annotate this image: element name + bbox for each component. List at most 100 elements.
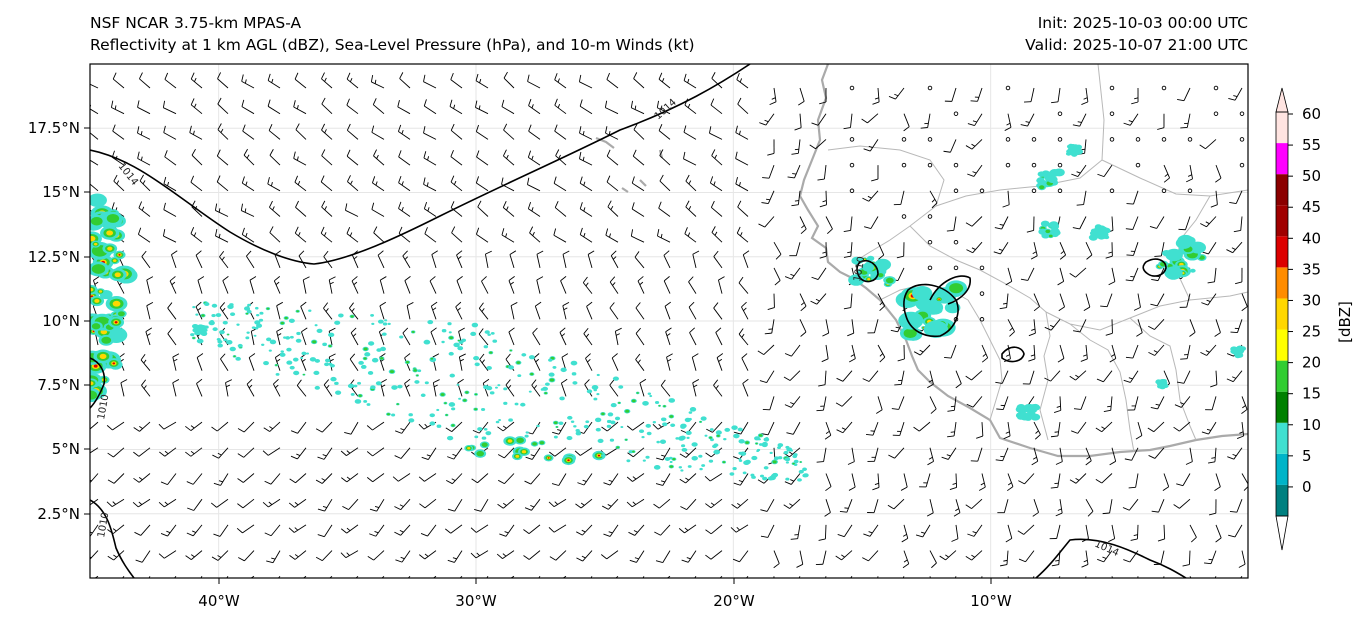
barb-flag: [816, 461, 824, 463]
refl-mid: [350, 315, 354, 318]
refl-outer: [244, 306, 251, 311]
wind-barb: [639, 378, 647, 397]
refl-storm-cell: [1027, 404, 1033, 408]
wind-barb: [574, 447, 593, 456]
barb-flag: [575, 503, 582, 509]
wind-barb: [320, 175, 333, 192]
barb-flag: [1147, 427, 1155, 433]
refl-west-cell: [113, 250, 126, 260]
barb-flag: [1150, 406, 1158, 410]
barb-flag: [710, 200, 715, 208]
refl-cell: [377, 319, 384, 324]
barb-staff: [450, 181, 463, 192]
barb-flag: [248, 353, 256, 358]
refl-cell: [508, 365, 514, 370]
refl-cell: [195, 313, 199, 316]
barb-half-flag: [164, 501, 169, 505]
wind-barb: [809, 139, 827, 150]
refl-peak: [938, 298, 940, 300]
barb-staff: [877, 344, 886, 358]
wind-barb: [510, 302, 518, 320]
barb-flag: [107, 452, 114, 458]
barb-flag: [432, 353, 440, 358]
barb-staff: [1033, 293, 1040, 307]
barb-staff: [294, 232, 307, 243]
wind-barb: [1176, 370, 1191, 384]
barb-staff: [898, 396, 905, 410]
barb-staff: [268, 498, 281, 508]
barb-flag: [825, 486, 832, 492]
barb-half-flag: [738, 480, 743, 483]
barb-flag: [162, 229, 166, 237]
barb-flag: [579, 126, 582, 134]
barb-staff: [346, 524, 359, 534]
refl-cell: [609, 438, 615, 442]
wind-barb: [799, 293, 807, 312]
barb-half-flag: [1057, 508, 1062, 511]
barb-staff: [378, 331, 385, 346]
wind-barb: [1022, 370, 1035, 385]
refl-outer: [520, 402, 526, 407]
barb-half-flag: [481, 359, 485, 364]
barb-flag: [1215, 537, 1222, 543]
barb-staff: [799, 216, 807, 230]
barb-flag: [241, 227, 245, 235]
wind-barb: [1122, 498, 1139, 511]
refl-cell: [293, 370, 300, 376]
wind-barb: [164, 150, 177, 166]
refl-storm-cell: [1190, 268, 1196, 273]
refl-cell: [664, 457, 671, 462]
barb-flag: [786, 587, 793, 589]
barb-half-flag: [401, 181, 404, 186]
wind-barb: [1028, 344, 1036, 362]
barb-half-flag: [581, 555, 586, 559]
barb-flag: [1028, 358, 1036, 362]
refl-outer: [424, 381, 429, 385]
wind-barb: [1125, 216, 1139, 230]
wind-barb: [559, 327, 567, 346]
barb-flag: [508, 276, 515, 281]
barb-half-flag: [427, 156, 430, 161]
barb-half-flag: [867, 195, 872, 199]
refl-cell: [680, 469, 684, 472]
barb-staff: [692, 254, 697, 269]
refl-cell: [606, 419, 612, 424]
wind-barb: [423, 99, 437, 115]
refl-core: [106, 230, 114, 236]
wind-barb: [505, 379, 515, 397]
wind-barb: [475, 124, 489, 140]
refl-cell: [204, 302, 210, 307]
wind-barb: [1147, 421, 1165, 433]
barb-staff: [242, 130, 255, 140]
wind-barb: [560, 378, 568, 397]
barb-staff: [163, 421, 177, 430]
barb-flag: [995, 381, 1003, 384]
barb-flag: [134, 531, 141, 536]
refl-cell: [220, 330, 225, 334]
barb-staff: [242, 524, 255, 534]
barb-flag: [1177, 98, 1185, 102]
wind-barb: [862, 370, 879, 382]
wind-barb: [423, 151, 437, 166]
barb-flag: [459, 353, 466, 358]
refl-outer: [456, 383, 460, 386]
refl-outer: [586, 389, 593, 394]
barb-staff: [248, 357, 255, 371]
barb-half-flag: [583, 584, 587, 585]
wind-barb: [475, 176, 489, 192]
barb-flag: [470, 552, 477, 559]
refl-outer: [1159, 378, 1166, 384]
barb-staff: [423, 81, 437, 89]
wind-barb: [1123, 370, 1139, 383]
wind-barb: [1126, 190, 1139, 205]
barb-flag: [927, 460, 934, 466]
barb-half-flag: [1239, 431, 1244, 434]
refl-cell: [754, 442, 759, 445]
barb-half-flag: [1207, 584, 1211, 585]
barb-flag: [818, 384, 826, 387]
refl-outer: [756, 449, 760, 453]
barb-staff: [1163, 164, 1170, 179]
wind-barb: [913, 421, 931, 432]
barb-staff: [825, 499, 831, 513]
barb-half-flag: [268, 501, 273, 505]
